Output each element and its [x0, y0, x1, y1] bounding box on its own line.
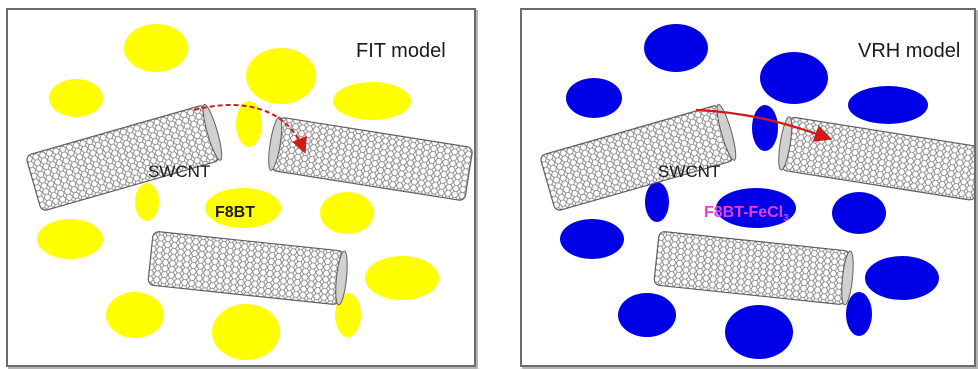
- f8bt-fecl3-domain: [716, 188, 796, 228]
- f8bt-domain: [246, 48, 316, 104]
- f8bt-domains: [37, 24, 439, 360]
- f8bt-fecl3-domain: [566, 78, 622, 118]
- f8bt-fecl3-domain: [645, 182, 669, 222]
- f8bt-domain: [124, 24, 188, 72]
- vrh-model-panel: VRH model SWCNT F8BT-FeCl3: [520, 8, 976, 367]
- swcnt-tube: [540, 103, 737, 211]
- f8bt-fecl3-domain: [644, 24, 708, 72]
- model-title: FIT model: [356, 40, 446, 62]
- hopping-arrow: [695, 108, 833, 142]
- swcnt-tube: [653, 231, 854, 306]
- polymer-label-main: F8BT-FeCl: [704, 204, 784, 221]
- f8bt-domain: [49, 79, 103, 117]
- f8bt-fecl3-domain: [560, 219, 624, 259]
- f8bt-domain: [212, 304, 280, 360]
- f8bt-fecl3-domain: [725, 305, 793, 359]
- polymer-label-subscript: 3: [783, 213, 789, 225]
- f8bt-fecl3-domain: [865, 256, 939, 300]
- f8bt-domain: [333, 82, 411, 120]
- swcnt-tube: [778, 116, 974, 201]
- f8bt-fecl3-domains: [560, 24, 939, 359]
- f8bt-domain: [365, 256, 439, 300]
- f8bt-fecl3-domain: [752, 105, 778, 151]
- f8bt-fecl3-domain: [848, 86, 928, 124]
- swcnt-tube: [268, 116, 473, 201]
- tunneling-arrow: [193, 104, 307, 154]
- f8bt-fecl3-domain: [618, 293, 676, 337]
- swcnt-tube: [26, 103, 223, 211]
- polymer-label: F8BT: [215, 204, 255, 221]
- f8bt-domain: [205, 188, 281, 228]
- swcnt-label: SWCNT: [658, 162, 721, 181]
- fit-model-diagram: [26, 24, 473, 360]
- f8bt-domain: [335, 293, 361, 337]
- f8bt-fecl3-domain: [832, 192, 886, 234]
- vrh-model-diagram: [540, 24, 974, 359]
- f8bt-domain: [135, 183, 159, 221]
- f8bt-domain: [37, 219, 103, 259]
- f8bt-domain: [320, 192, 374, 234]
- model-title: VRH model: [858, 40, 961, 62]
- f8bt-domain: [236, 101, 262, 147]
- polymer-label: F8BT-FeCl3: [704, 204, 789, 224]
- f8bt-fecl3-domain: [846, 292, 872, 336]
- fit-model-panel: FIT model SWCNT F8BT: [6, 8, 476, 367]
- swcnt-tube: [147, 231, 348, 306]
- f8bt-domain: [106, 292, 164, 338]
- swcnt-label: SWCNT: [148, 162, 211, 181]
- f8bt-fecl3-domain: [760, 52, 828, 104]
